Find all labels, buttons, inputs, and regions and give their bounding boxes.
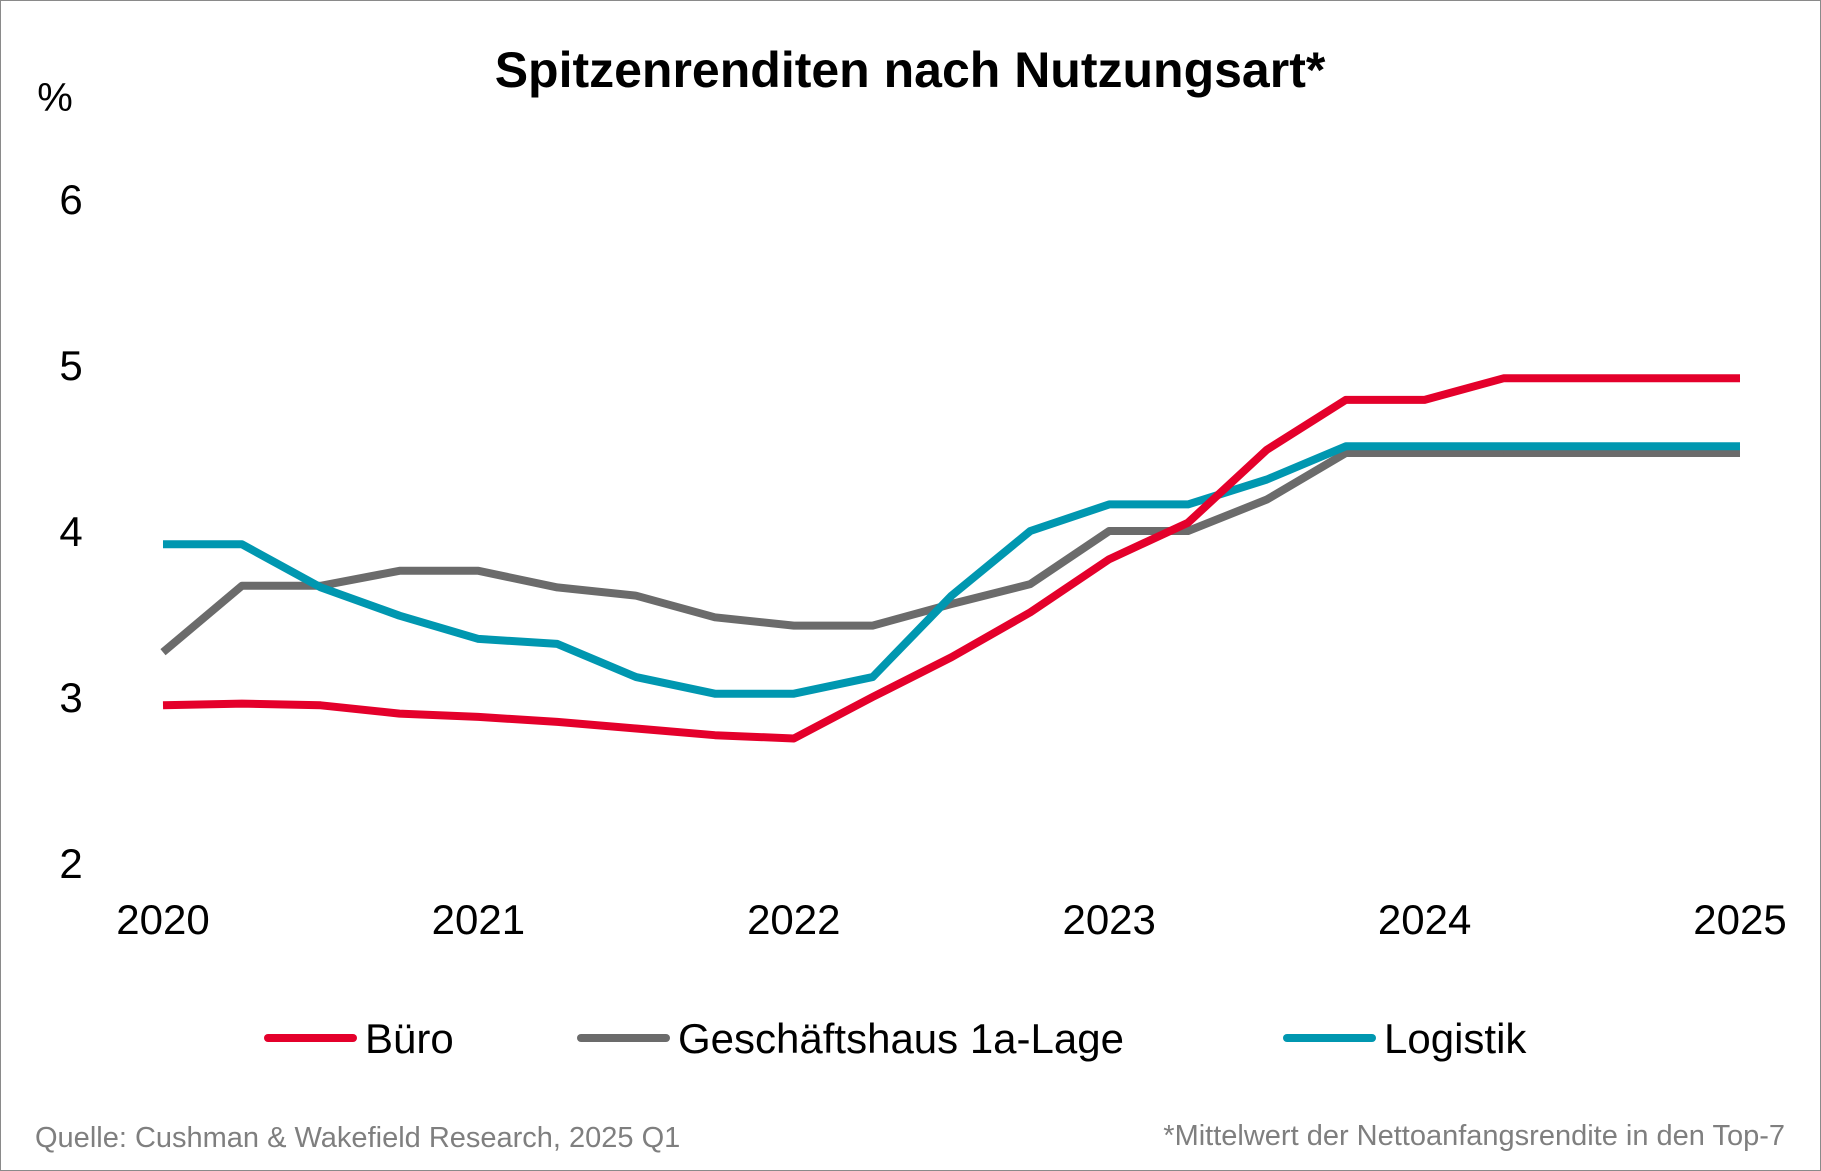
x-tick-label: 2024 <box>1378 896 1471 943</box>
legend-label: Geschäftshaus 1a-Lage <box>678 1015 1124 1062</box>
series-line-0 <box>162 374 1740 743</box>
x-tick-label: 2025 <box>1693 896 1786 943</box>
y-tick-label: 4 <box>59 508 82 555</box>
legend: Büro Geschäftshaus 1a-Lage Logistik <box>264 1015 1527 1062</box>
source-note: Quelle: Cushman & Wakefield Research, 20… <box>35 1122 680 1154</box>
x-tick-label: 2023 <box>1062 896 1155 943</box>
x-tick-label: 2022 <box>747 896 840 943</box>
chart-title: Spitzenrenditen nach Nutzungsart* <box>495 42 1326 98</box>
x-tick-labels: 2020 2021 2022 2023 2024 2025 <box>116 896 1786 943</box>
legend-label: Logistik <box>1384 1015 1527 1062</box>
y-tick-labels: 2 3 4 5 6 <box>59 176 82 887</box>
y-tick-label: 2 <box>59 840 82 887</box>
legend-label: Büro <box>365 1015 454 1062</box>
y-tick-label: 5 <box>59 342 82 389</box>
y-axis-unit: % <box>37 76 73 120</box>
x-tick-label: 2021 <box>432 896 525 943</box>
x-tick-label: 2020 <box>116 896 209 943</box>
series-line-1 <box>160 449 1740 656</box>
series-lines <box>160 374 1741 743</box>
y-tick-label: 3 <box>59 674 82 721</box>
footnote: *Mittelwert der Nettoanfangsrendite in d… <box>1163 1120 1785 1152</box>
y-tick-label: 6 <box>59 176 82 223</box>
